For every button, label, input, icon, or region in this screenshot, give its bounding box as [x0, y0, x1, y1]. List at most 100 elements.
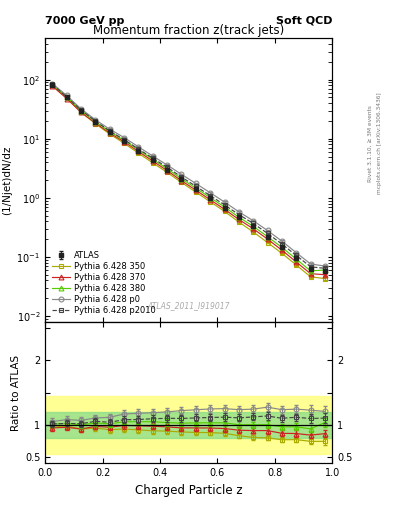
X-axis label: Charged Particle z: Charged Particle z [135, 484, 242, 497]
Pythia 6.428 p2010 [193, 183, 198, 189]
Pythia 6.428 350 [294, 262, 299, 268]
Pythia 6.428 p2010 [208, 193, 213, 199]
Pythia 6.428 p2010 [93, 118, 98, 124]
Text: mcplots.cern.ch [arXiv:1306.3436]: mcplots.cern.ch [arXiv:1306.3436] [377, 93, 382, 194]
Pythia 6.428 p0 [208, 189, 213, 196]
Pythia 6.428 350 [265, 240, 270, 246]
Pythia 6.428 p2010 [136, 146, 141, 152]
Pythia 6.428 350 [251, 229, 255, 235]
Pythia 6.428 370 [294, 259, 299, 265]
Pythia 6.428 380 [237, 214, 241, 220]
Pythia 6.428 p2010 [308, 264, 313, 270]
Pythia 6.428 p0 [294, 249, 299, 255]
Pythia 6.428 350 [93, 121, 98, 127]
Text: 7000 GeV pp: 7000 GeV pp [45, 15, 125, 26]
Pythia 6.428 350 [308, 274, 313, 280]
Text: ATLAS_2011_I919017: ATLAS_2011_I919017 [147, 302, 230, 310]
Pythia 6.428 p2010 [179, 174, 184, 180]
Pythia 6.428 380 [93, 119, 98, 125]
Pythia 6.428 370 [122, 139, 127, 145]
Pythia 6.428 380 [79, 108, 83, 114]
Pythia 6.428 380 [50, 81, 55, 88]
Pythia 6.428 p0 [193, 180, 198, 186]
Pythia 6.428 p2010 [50, 81, 55, 88]
Pythia 6.428 p2010 [151, 155, 155, 161]
Pythia 6.428 380 [251, 223, 255, 229]
Pythia 6.428 380 [165, 166, 169, 172]
Pythia 6.428 p0 [151, 153, 155, 159]
Pythia 6.428 380 [222, 204, 227, 210]
Pythia 6.428 370 [279, 247, 284, 253]
Y-axis label: (1/Njet)dN/dz: (1/Njet)dN/dz [2, 145, 12, 215]
Pythia 6.428 350 [136, 150, 141, 156]
Pythia 6.428 350 [122, 140, 127, 146]
Pythia 6.428 p2010 [323, 265, 327, 271]
Pythia 6.428 370 [151, 158, 155, 164]
Pythia 6.428 370 [237, 217, 241, 223]
Pythia 6.428 p2010 [294, 252, 299, 259]
Pythia 6.428 350 [165, 169, 169, 176]
Pythia 6.428 350 [323, 275, 327, 282]
Pythia 6.428 350 [151, 160, 155, 166]
Line: Pythia 6.428 370: Pythia 6.428 370 [50, 83, 327, 277]
Pythia 6.428 370 [308, 271, 313, 277]
Pythia 6.428 370 [107, 130, 112, 136]
Pythia 6.428 380 [279, 244, 284, 250]
Pythia 6.428 p2010 [79, 107, 83, 113]
Pythia 6.428 p0 [308, 261, 313, 267]
Pythia 6.428 350 [79, 109, 83, 115]
Pythia 6.428 p2010 [122, 137, 127, 143]
Pythia 6.428 p2010 [165, 164, 169, 170]
Pythia 6.428 350 [107, 131, 112, 137]
Pythia 6.428 p0 [64, 93, 69, 99]
Pythia 6.428 380 [122, 137, 127, 143]
Pythia 6.428 p0 [50, 80, 55, 87]
Pythia 6.428 370 [251, 226, 255, 232]
Pythia 6.428 370 [64, 95, 69, 101]
Pythia 6.428 380 [179, 176, 184, 182]
Line: Pythia 6.428 p0: Pythia 6.428 p0 [50, 81, 327, 268]
Pythia 6.428 380 [265, 233, 270, 240]
Pythia 6.428 380 [308, 268, 313, 274]
Line: Pythia 6.428 380: Pythia 6.428 380 [50, 82, 327, 273]
Line: Pythia 6.428 p2010: Pythia 6.428 p2010 [50, 82, 327, 271]
Pythia 6.428 p2010 [64, 94, 69, 100]
Pythia 6.428 p0 [279, 238, 284, 244]
Pythia 6.428 370 [50, 83, 55, 89]
Pythia 6.428 p0 [237, 209, 241, 215]
Pythia 6.428 380 [323, 267, 327, 273]
Pythia 6.428 p0 [323, 263, 327, 269]
Pythia 6.428 380 [136, 147, 141, 153]
Pythia 6.428 p2010 [107, 128, 112, 134]
Pythia 6.428 380 [64, 94, 69, 100]
Pythia 6.428 p0 [179, 171, 184, 177]
Pythia 6.428 p0 [79, 106, 83, 112]
Pythia 6.428 350 [279, 250, 284, 257]
Pythia 6.428 350 [64, 95, 69, 101]
Y-axis label: Ratio to ATLAS: Ratio to ATLAS [11, 354, 21, 431]
Pythia 6.428 380 [193, 185, 198, 191]
Pythia 6.428 p2010 [251, 220, 255, 226]
Pythia 6.428 370 [165, 167, 169, 174]
Pythia 6.428 p2010 [237, 211, 241, 218]
Pythia 6.428 380 [208, 195, 213, 201]
Pythia 6.428 350 [179, 179, 184, 185]
Legend: ATLAS, Pythia 6.428 350, Pythia 6.428 370, Pythia 6.428 380, Pythia 6.428 p0, Py: ATLAS, Pythia 6.428 350, Pythia 6.428 37… [50, 248, 159, 317]
Pythia 6.428 p2010 [222, 202, 227, 208]
Pythia 6.428 350 [208, 199, 213, 205]
Title: Momentum fraction z(track jets): Momentum fraction z(track jets) [93, 24, 284, 37]
Text: Soft QCD: Soft QCD [275, 15, 332, 26]
Pythia 6.428 p0 [222, 199, 227, 205]
Pythia 6.428 350 [237, 219, 241, 225]
Pythia 6.428 p2010 [265, 230, 270, 237]
Pythia 6.428 p2010 [279, 241, 284, 247]
Pythia 6.428 380 [107, 129, 112, 135]
Pythia 6.428 370 [208, 197, 213, 203]
Pythia 6.428 p0 [251, 218, 255, 224]
Pythia 6.428 350 [193, 189, 198, 195]
Pythia 6.428 370 [265, 236, 270, 242]
Pythia 6.428 p0 [136, 144, 141, 150]
Pythia 6.428 370 [193, 187, 198, 193]
Pythia 6.428 370 [222, 206, 227, 212]
Pythia 6.428 370 [179, 178, 184, 184]
